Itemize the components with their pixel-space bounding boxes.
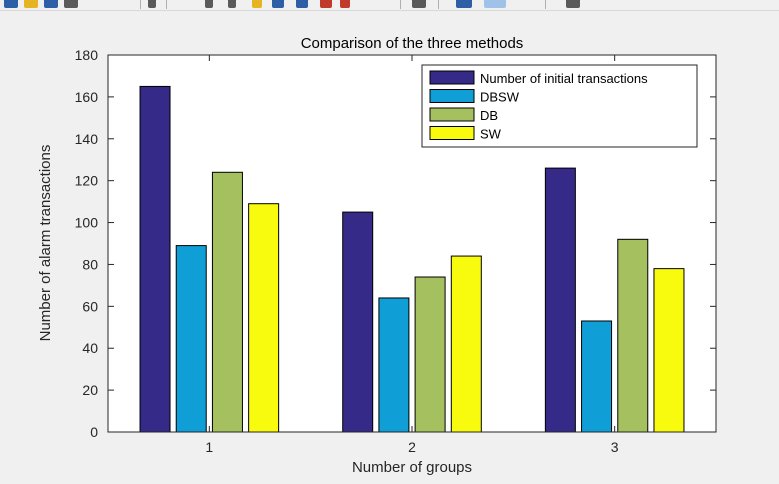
legend-swatch	[429, 107, 475, 122]
bar-dbsw-group-2	[378, 297, 410, 433]
bar-number-of-initial-transactions-group-3	[544, 167, 576, 433]
print-icon[interactable]	[64, 0, 78, 8]
y-tick-label: 0	[90, 424, 98, 440]
colorbar-icon[interactable]	[412, 0, 426, 8]
bar-db-group-1	[211, 171, 243, 433]
legend-entry-label: DB	[480, 108, 498, 123]
x-axis-label: Number of groups	[352, 459, 472, 476]
edit-plot-icon[interactable]	[148, 0, 156, 8]
x-tick-label: 2	[408, 439, 416, 455]
toolbar-separator	[140, 0, 141, 9]
y-tick-label: 120	[75, 173, 99, 189]
y-tick-label: 60	[82, 298, 98, 314]
toolbar-separator	[545, 0, 546, 9]
open-file-icon[interactable]	[24, 0, 38, 8]
y-tick-label: 180	[75, 47, 99, 63]
y-tick-label: 20	[82, 382, 98, 398]
pan-icon[interactable]	[252, 0, 262, 8]
bar-dbsw-group-1	[175, 245, 207, 433]
y-tick-label: 140	[75, 131, 99, 147]
brush-icon[interactable]	[320, 0, 332, 8]
y-tick-label: 80	[82, 256, 98, 272]
chart-title: Comparison of the three methods	[301, 35, 524, 52]
dock-icon[interactable]	[566, 0, 580, 8]
zoom-out-icon[interactable]	[228, 0, 236, 8]
legend-entry-label: SW	[480, 127, 502, 142]
save-icon[interactable]	[44, 0, 58, 8]
figure-canvas: 0 20 40 60 80 100 120 140 160 180 1 2 3 Comparison …	[7, 11, 779, 479]
y-axis-label: Number of alarm transactions	[37, 145, 54, 342]
link-icon[interactable]	[340, 0, 350, 8]
toolbar-separator	[166, 0, 167, 9]
new-figure-icon[interactable]	[4, 0, 18, 8]
toolbar-separator	[400, 0, 401, 9]
bar-db-group-3	[617, 238, 649, 433]
bar-db-group-2	[414, 276, 446, 433]
bar-sw-group-2	[450, 255, 482, 433]
legend-swatch	[429, 70, 475, 85]
legend-icon[interactable]	[456, 0, 472, 8]
bar-number-of-initial-transactions-group-2	[342, 211, 374, 433]
bar-sw-group-1	[248, 203, 280, 433]
legend-entry-label: DBSW	[480, 90, 520, 105]
toolbar-separator	[438, 0, 439, 9]
legend-swatch	[429, 89, 475, 103]
bar-number-of-initial-transactions-group-1	[139, 85, 171, 433]
plot-tools-icon[interactable]	[484, 0, 506, 8]
bar-dbsw-group-3	[581, 320, 613, 433]
figure-toolbar	[0, 0, 779, 11]
x-tick-label: 1	[205, 439, 213, 455]
x-tick-label: 3	[611, 439, 619, 455]
y-tick-label: 160	[75, 89, 99, 105]
legend-swatch	[429, 126, 475, 140]
rotate-icon[interactable]	[272, 0, 284, 8]
legend-entry-label: Number of initial transactions	[480, 71, 648, 86]
bar-chart: 0 20 40 60 80 100 120 140 160 180 1 2 3 Comparison …	[37, 35, 717, 476]
y-tick-label: 100	[75, 215, 99, 231]
y-tick-label: 40	[82, 340, 98, 356]
zoom-in-icon[interactable]	[205, 0, 213, 8]
data-cursor-icon[interactable]	[296, 0, 308, 8]
bar-sw-group-3	[653, 268, 685, 433]
